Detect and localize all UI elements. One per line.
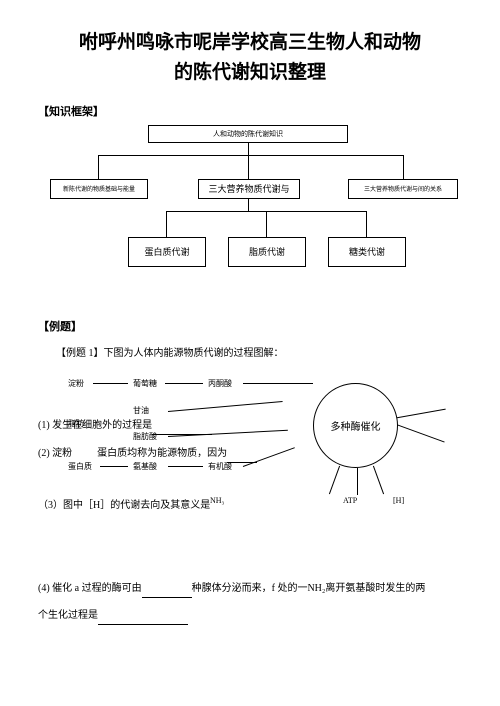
q4-text-mid: 种腺体分泌而来，f 处的一NH₂离开氨基酸时发生的两 xyxy=(192,583,426,594)
tree-root: 人和动物的陈代谢知识 xyxy=(148,125,348,143)
label-ganyou: 甘油 xyxy=(133,405,149,416)
q1-blank xyxy=(152,424,212,435)
label-nh3: NH₃ xyxy=(210,496,224,505)
label-bingtongsuan: 丙酮酸 xyxy=(208,378,232,389)
example-1-prompt: 【例题 1】下图为人体内能源物质代谢的过程图解： xyxy=(56,344,462,359)
tree-l3a: 蛋白质代谢 xyxy=(128,237,206,267)
tree-l2a: 新陈代谢的物质基础与能量 xyxy=(50,179,148,199)
framework-heading: 【知识框架】 xyxy=(38,103,462,119)
question-1: (1) 发生在细胞外的过程是 xyxy=(38,416,212,435)
q4-line2-text: 个生化过程是 xyxy=(38,610,98,621)
q4-blank2 xyxy=(98,614,188,625)
tree-l3c: 糖类代谢 xyxy=(328,237,406,267)
examples-heading: 【例题】 xyxy=(38,318,462,334)
label-h: [H] xyxy=(393,496,404,505)
knowledge-tree-diagram: 人和动物的陈代谢知识 新陈代谢的物质基础与能量 三大营养物质代谢与 三大营养物质… xyxy=(38,125,462,310)
q1-text: (1) 发生在细胞外的过程是 xyxy=(38,420,152,431)
title-line1: 咐呼州鸣咏市呢岸学校高三生物人和动物 xyxy=(38,28,462,58)
enzyme-circle: 多种酶催化 xyxy=(313,383,398,468)
label-atp: ATP xyxy=(343,496,357,505)
question-4-line2: 个生化过程是 xyxy=(38,606,462,625)
title-line2: 的陈代谢知识整理 xyxy=(38,58,462,88)
q4-blank1 xyxy=(142,587,192,598)
question-4: (4) 催化 a 过程的酶可由 种腺体分泌而来，f 处的一NH₂离开氨基酸时发生的… xyxy=(38,579,462,598)
q2-blank xyxy=(227,452,257,463)
tree-l2c: 三大营养物质代谢与间的关系 xyxy=(348,179,458,199)
tree-l2b: 三大营养物质代谢与 xyxy=(198,179,300,199)
q2-text: (2) 淀粉 xyxy=(38,448,72,459)
q4-text-pre: (4) 催化 a 过程的酶可由 xyxy=(38,583,142,594)
tree-l3b: 脂质代谢 xyxy=(228,237,306,267)
q2-mid: 蛋白质均称为能源物质，因为 xyxy=(97,448,227,459)
label-putaotang: 葡萄糖 xyxy=(133,378,157,389)
label-dianfen: 淀粉 xyxy=(68,378,84,389)
q3-text: （3）图中［H］的代谢去向及其意义是 xyxy=(38,500,210,511)
question-3: （3）图中［H］的代谢去向及其意义是 xyxy=(38,496,210,515)
metabolism-diagram: 淀粉 葡萄糖 丙酮酸 甘油 脂肪 脂肪酸 蛋白质 氨基酸 有机酸 多种酶催化 N… xyxy=(38,373,462,513)
question-2: (2) 淀粉 蛋白质均称为能源物质，因为 xyxy=(38,444,257,463)
